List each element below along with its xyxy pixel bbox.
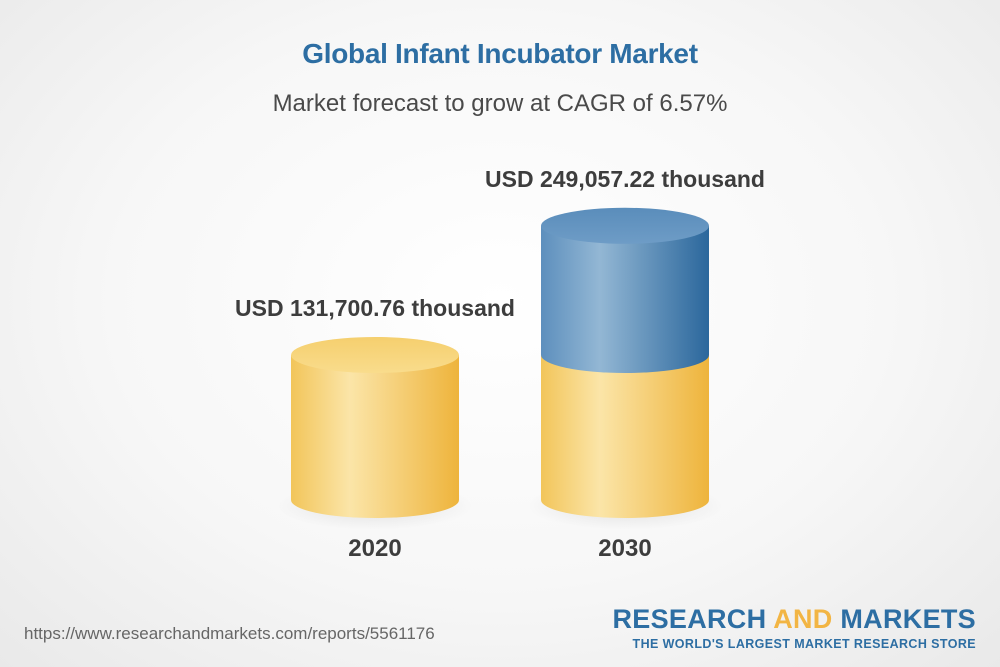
- bar-base-segment: [541, 355, 709, 518]
- bar-top-cap: [291, 337, 459, 373]
- category-label: 2020: [348, 535, 401, 562]
- chart-title: Global Infant Incubator Market: [302, 38, 698, 69]
- brand-name-part1: RESEARCH: [612, 604, 774, 634]
- source-url[interactable]: https://www.researchandmarkets.com/repor…: [24, 624, 435, 643]
- brand-logo: RESEARCH AND MARKETS THE WORLD'S LARGEST…: [612, 605, 976, 651]
- bar-growth-segment: [541, 225, 709, 373]
- bar-base-segment: [291, 355, 459, 518]
- data-label: USD 249,057.22 thousand: [485, 166, 765, 192]
- data-label: USD 131,700.76 thousand: [235, 295, 515, 321]
- chart-subtitle: Market forecast to grow at CAGR of 6.57%: [272, 90, 728, 117]
- brand-tagline: THE WORLD'S LARGEST MARKET RESEARCH STOR…: [632, 637, 976, 651]
- brand-name: RESEARCH AND MARKETS: [612, 605, 976, 633]
- category-label: 2030: [598, 535, 651, 562]
- brand-name-part3: MARKETS: [832, 604, 976, 634]
- bar-top-cap: [541, 207, 709, 244]
- brand-name-accent: AND: [773, 604, 833, 634]
